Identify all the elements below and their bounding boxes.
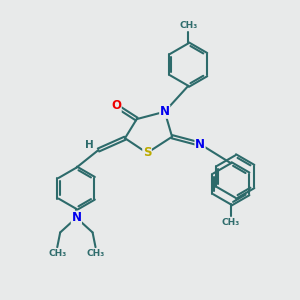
Text: N: N bbox=[160, 105, 170, 118]
Text: N: N bbox=[71, 211, 81, 224]
Text: O: O bbox=[111, 99, 121, 112]
Text: N: N bbox=[195, 138, 205, 151]
Text: H: H bbox=[85, 140, 94, 150]
Text: S: S bbox=[143, 146, 151, 159]
Text: CH₃: CH₃ bbox=[222, 218, 240, 226]
Text: CH₃: CH₃ bbox=[86, 249, 105, 258]
Text: CH₃: CH₃ bbox=[48, 249, 66, 258]
Text: CH₃: CH₃ bbox=[179, 21, 197, 30]
